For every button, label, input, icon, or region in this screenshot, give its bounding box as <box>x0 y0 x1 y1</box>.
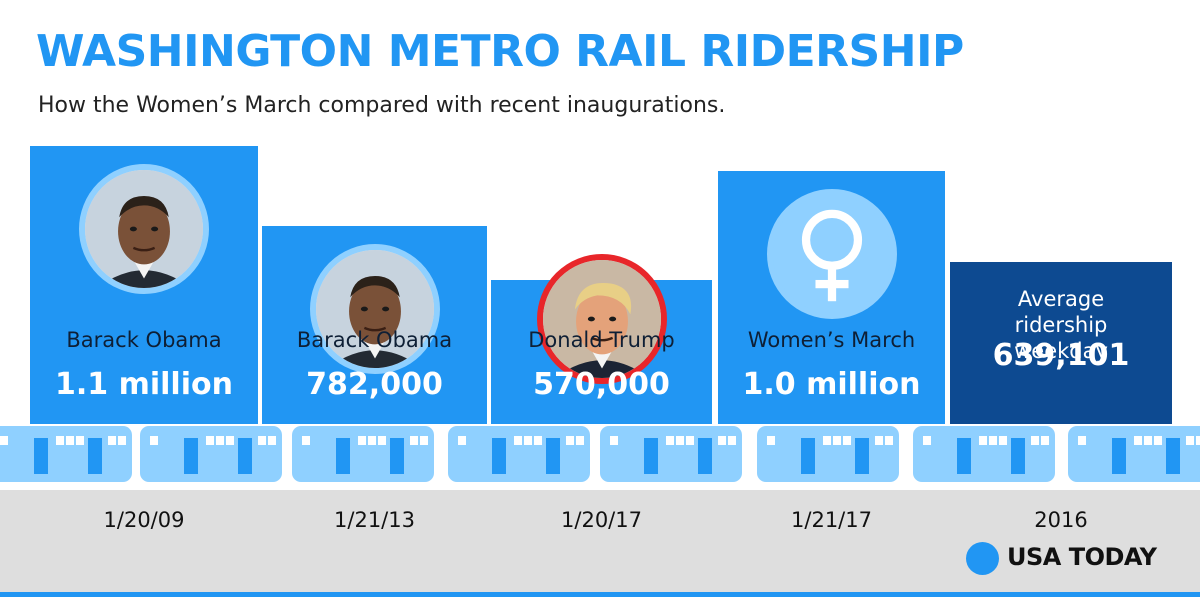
chart-title: WASHINGTON METRO RAIL RIDERSHIP <box>36 26 964 77</box>
train-car <box>600 426 742 482</box>
train-car <box>292 426 434 482</box>
bar-label: Barack Obama <box>296 328 453 352</box>
bar: Barack Obama 782,000 <box>262 226 487 424</box>
tick-label: 1/21/17 <box>791 508 872 532</box>
tick-label: 1/21/13 <box>334 508 415 532</box>
data-label: 570,000 <box>533 367 670 402</box>
train-car <box>913 426 1055 482</box>
date-strip <box>0 490 1200 592</box>
tick-label: 1/20/17 <box>561 508 642 532</box>
bottom-rule <box>0 592 1200 597</box>
bar-label: Average ridership weekday <box>1014 287 1108 363</box>
bar: Women’s March 1.0 million <box>718 171 945 424</box>
bar: Average ridership weekday 639,101 <box>950 262 1172 424</box>
obama-portrait-icon <box>79 164 209 294</box>
brand-dot-icon <box>966 542 999 575</box>
train-car <box>757 426 899 482</box>
bar: Barack Obama 1.1 million <box>30 146 258 424</box>
bar-label: Donald Trump <box>528 328 675 352</box>
bar-label: Women’s March <box>747 328 916 352</box>
trump-portrait-icon <box>536 254 667 384</box>
data-label: 1.1 million <box>55 367 233 402</box>
train-car <box>1068 426 1200 482</box>
train-car <box>448 426 590 482</box>
data-label: 1.0 million <box>742 367 921 402</box>
bar: Donald Trump 570,000 <box>491 254 712 424</box>
bar-label: Barack Obama <box>66 328 222 352</box>
data-label: 639,101 <box>992 338 1130 373</box>
tick-label: 2016 <box>1034 508 1088 532</box>
metro-train-icon <box>0 426 1200 482</box>
chart-subtitle: How the Women’s March compared with rece… <box>38 93 726 118</box>
brand-name: USA TODAY <box>1007 543 1157 571</box>
tick-label: 1/20/09 <box>103 508 185 532</box>
venus-symbol-icon <box>766 189 897 319</box>
train-car <box>0 426 132 482</box>
obama-portrait-icon <box>309 244 440 374</box>
train-car <box>140 426 282 482</box>
data-label: 782,000 <box>306 367 443 402</box>
